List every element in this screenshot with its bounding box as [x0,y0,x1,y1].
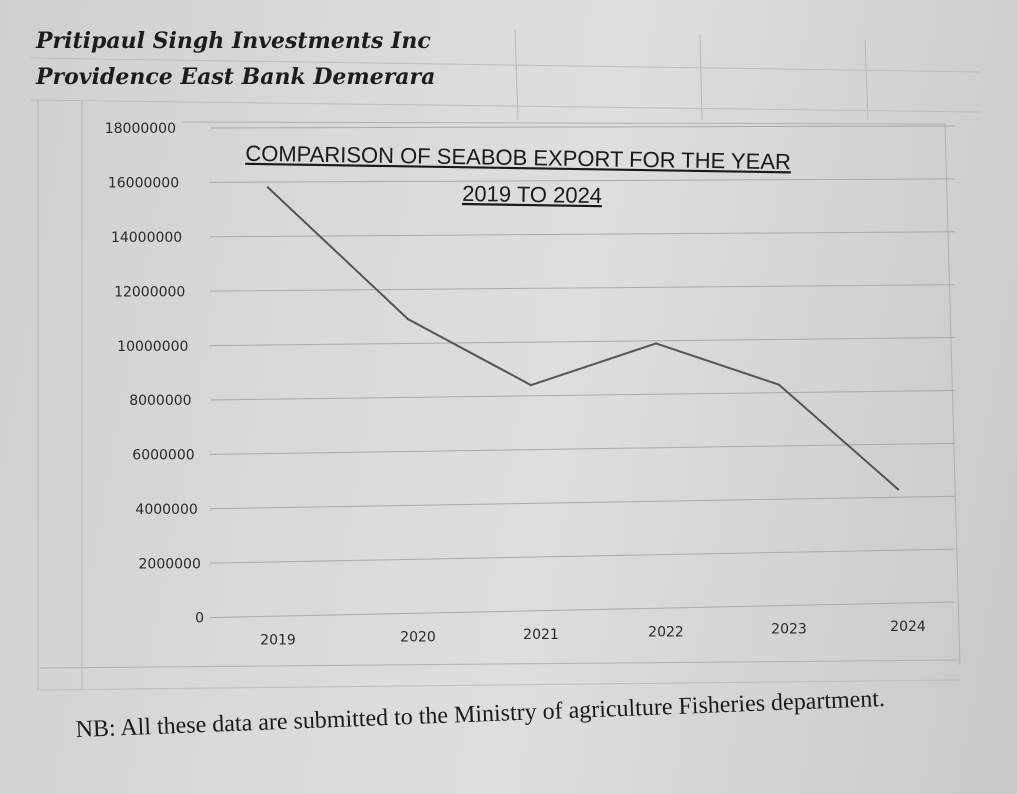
table-row-line [39,679,961,691]
chart-title: COMPARISON OF SEABOB EXPORT FOR THE YEAR [245,141,791,175]
data-point-2022 [654,342,658,345]
x-tick-label: 2022 [648,624,684,640]
gridline [209,495,956,510]
x-tick-label: 2023 [771,622,807,638]
y-tick-label: 6000000 [132,448,194,464]
y-tick-label: 14000000 [111,230,182,246]
y-axis-ticks: 0 2000000 4000000 6000000 8000000 10000000 120… [105,121,204,627]
chart-border [944,123,961,666]
chart-border [181,121,946,125]
gridline [209,337,956,347]
chart-border [39,659,961,669]
data-point-2024 [896,488,900,491]
x-tick-label: 2020 [400,629,436,645]
chart-subtitle: 2019 TO 2024 [462,181,602,208]
gridline [209,442,956,455]
gridline [209,178,956,183]
x-tick-label: 2019 [260,632,296,648]
data-point-2020 [406,317,410,321]
seabob-export-chart: 0 2000000 4000000 6000000 8000000 10000000 120… [29,29,981,691]
y-tick-label: 4000000 [135,502,197,518]
data-point-2019 [266,186,270,189]
table-column-line [514,29,519,121]
data-point-2023 [777,383,781,386]
y-tick-label: 2000000 [139,556,201,572]
company-name: Pritipaul Singh Investments Inc [36,28,431,54]
chart-gridlines [209,125,956,619]
gridline [209,125,956,129]
x-tick-label: 2024 [890,619,926,635]
x-axis-ticks: 2019 2020 2021 2022 2023 2024 [260,619,926,648]
y-tick-label: 10000000 [117,339,188,355]
y-tick-label: 0 [195,611,204,627]
table-row-line [29,99,981,113]
y-tick-label: 18000000 [105,121,176,137]
data-point-2021 [529,383,533,387]
y-tick-label: 16000000 [108,175,179,191]
gridline [209,548,956,564]
table-column-line [699,34,703,121]
y-tick-label: 12000000 [114,284,185,300]
x-tick-label: 2021 [523,627,559,643]
data-points [266,186,900,491]
gridline [209,601,956,619]
table-row-line [29,57,981,73]
gridline [209,231,956,238]
gridline [209,284,956,292]
series-line [267,186,899,490]
y-tick-label: 8000000 [129,393,191,409]
company-address: Providence East Bank Demerara [36,64,436,90]
table-column-line [864,39,869,121]
gridline [209,389,956,401]
table-grid-lines [29,29,981,691]
